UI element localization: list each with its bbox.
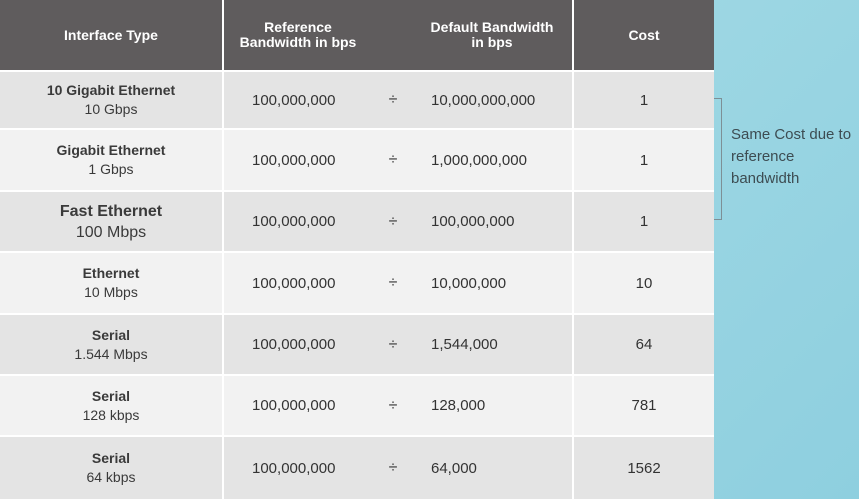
cost-cell: 1	[639, 151, 649, 169]
default-bandwidth-cell: 64,000	[431, 459, 477, 477]
divide-symbol: ÷	[388, 212, 398, 230]
column-divider	[222, 376, 224, 435]
column-divider	[572, 315, 574, 374]
reference-bandwidth-cell: 100,000,000	[252, 336, 336, 353]
interface-name: Ethernet	[82, 265, 140, 281]
table-row: Gigabit Ethernet 1 Gbps 100,000,000 ÷ 1,…	[0, 128, 714, 190]
interface-name: Serial	[91, 387, 131, 404]
table-row: Fast Ethernet 100 Mbps 100,000,000 ÷ 100…	[0, 190, 714, 251]
default-bandwidth-cell: 10,000,000,000	[431, 91, 536, 109]
interface-speed: 1.544 Mbps	[74, 345, 148, 362]
column-divider	[222, 72, 224, 128]
header-reference-bandwidth: Reference Bandwidth in bps	[239, 19, 357, 50]
column-divider	[222, 437, 224, 499]
interface-speed: 100 Mbps	[75, 223, 147, 241]
cost-cell: 1	[639, 213, 649, 230]
interface-speed: 64 kbps	[86, 469, 136, 485]
interface-name: Serial	[91, 326, 131, 343]
header-interface-type: Interface Type	[64, 26, 158, 43]
interface-speed: 10 Mbps	[84, 284, 138, 300]
interface-speed: 128 kbps	[82, 406, 140, 423]
interface-type-cell: Ethernet 10 Mbps	[0, 253, 222, 313]
column-divider	[222, 192, 224, 251]
cost-cell: 781	[631, 397, 657, 414]
interface-name: Fast Ethernet	[59, 202, 163, 220]
reference-bandwidth-cell: 100,000,000	[252, 459, 336, 477]
column-divider	[572, 253, 574, 313]
header-divider	[572, 0, 574, 70]
table-header: Interface Type Reference Bandwidth in bp…	[0, 0, 714, 70]
table-row: Serial 64 kbps 100,000,000 ÷ 64,000 1562	[0, 435, 714, 499]
default-bandwidth-cell: 1,000,000,000	[431, 151, 527, 169]
interface-speed: 1 Gbps	[88, 161, 134, 177]
interface-type-cell: Serial 64 kbps	[0, 437, 222, 499]
reference-bandwidth-cell: 100,000,000	[252, 397, 336, 414]
cost-cell: 1	[639, 91, 649, 109]
table-row: Ethernet 10 Mbps 100,000,000 ÷ 10,000,00…	[0, 251, 714, 313]
interface-type-cell: Serial 128 kbps	[0, 376, 222, 435]
divide-symbol: ÷	[388, 151, 398, 168]
same-cost-note: Same Cost due to reference bandwidth	[731, 126, 852, 187]
table-row: Serial 128 kbps 100,000,000 ÷ 128,000 78…	[0, 374, 714, 435]
header-default-bandwidth: Default Bandwidth in bps	[430, 19, 554, 50]
interface-name: Gigabit Ethernet	[56, 142, 166, 158]
divide-symbol: ÷	[388, 91, 398, 108]
default-bandwidth-cell: 100,000,000	[431, 213, 515, 230]
column-divider	[222, 315, 224, 374]
column-divider	[572, 437, 574, 499]
reference-bandwidth-cell: 100,000,000	[252, 151, 336, 169]
reference-bandwidth-cell: 100,000,000	[252, 274, 336, 292]
default-bandwidth-cell: 10,000,000	[431, 274, 507, 292]
table-row: 10 Gigabit Ethernet 10 Gbps 100,000,000 …	[0, 70, 714, 128]
interface-name: 10 Gigabit Ethernet	[46, 82, 176, 98]
cost-cell: 64	[635, 336, 653, 353]
interface-speed: 10 Gbps	[84, 101, 138, 117]
divide-symbol: ÷	[388, 335, 398, 353]
interface-type-cell: Fast Ethernet 100 Mbps	[0, 192, 222, 251]
interface-type-cell: 10 Gigabit Ethernet 10 Gbps	[0, 72, 222, 128]
column-divider	[222, 253, 224, 313]
divide-symbol: ÷	[388, 396, 398, 414]
default-bandwidth-cell: 1,544,000	[431, 336, 498, 353]
table-row: Serial 1.544 Mbps 100,000,000 ÷ 1,544,00…	[0, 313, 714, 374]
reference-bandwidth-cell: 100,000,000	[252, 91, 336, 109]
interface-type-cell: Gigabit Ethernet 1 Gbps	[0, 130, 222, 190]
divide-symbol: ÷	[388, 459, 398, 476]
header-divider	[222, 0, 224, 70]
column-divider	[572, 376, 574, 435]
column-divider	[222, 130, 224, 190]
default-bandwidth-cell: 128,000	[431, 397, 486, 414]
column-divider	[572, 192, 574, 251]
reference-bandwidth-cell: 100,000,000	[252, 213, 336, 230]
interface-name: Serial	[91, 450, 131, 466]
divide-symbol: ÷	[388, 274, 398, 291]
cost-table: Interface Type Reference Bandwidth in bp…	[0, 0, 714, 499]
cost-cell: 10	[635, 274, 653, 292]
column-divider	[572, 130, 574, 190]
cost-cell: 1562	[627, 459, 661, 477]
column-divider	[572, 72, 574, 128]
note-bracket	[714, 98, 722, 220]
header-cost: Cost	[628, 26, 660, 43]
interface-type-cell: Serial 1.544 Mbps	[0, 315, 222, 374]
